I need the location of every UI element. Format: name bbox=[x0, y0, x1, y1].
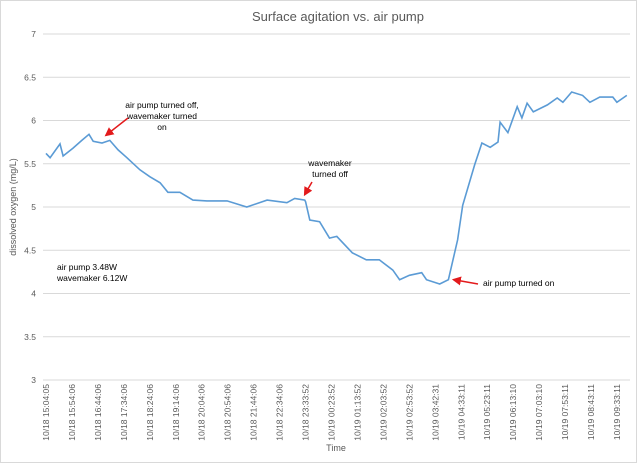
y-tick-label: 6 bbox=[31, 116, 36, 126]
x-tick-label: 10/18 20:04:06 bbox=[197, 384, 207, 441]
x-tick-label: 10/18 22:34:06 bbox=[275, 384, 285, 441]
annotation-arrow bbox=[104, 117, 129, 137]
x-tick-label: 10/19 02:03:52 bbox=[378, 384, 388, 441]
y-tick-label: 7 bbox=[31, 29, 36, 39]
x-tick-label: 10/18 23:33:52 bbox=[301, 384, 311, 441]
x-tick-label: 10/18 16:44:06 bbox=[93, 384, 103, 441]
y-tick-label: 5 bbox=[31, 202, 36, 212]
x-tick-label: 10/19 09:33:11 bbox=[612, 384, 622, 440]
x-tick-label: 10/19 03:42:31 bbox=[430, 384, 440, 441]
annotation-text: wavemaker turned bbox=[126, 111, 197, 121]
x-tick-label: 10/19 01:13:52 bbox=[352, 384, 362, 441]
x-tick-label: 10/19 08:43:11 bbox=[586, 384, 596, 440]
x-tick-label: 10/19 07:53:11 bbox=[560, 384, 570, 440]
annotation-text: air pump turned off, bbox=[125, 100, 199, 110]
x-tick-label: 10/18 21:44:06 bbox=[249, 384, 259, 441]
chart-title: Surface agitation vs. air pump bbox=[252, 9, 424, 24]
y-axis-title: dissolved oxygen (mg/L) bbox=[8, 158, 18, 256]
series-line bbox=[45, 91, 628, 285]
x-tick-label: 10/18 17:34:06 bbox=[119, 384, 129, 441]
x-tick-label: 10/19 07:03:10 bbox=[534, 384, 544, 441]
y-tick-label: 5.5 bbox=[24, 159, 36, 169]
y-tick-label: 3 bbox=[31, 375, 36, 385]
x-tick-label: 10/18 15:04:05 bbox=[41, 384, 51, 441]
y-tick-label: 4 bbox=[31, 289, 36, 299]
x-tick-label: 10/19 05:23:11 bbox=[482, 384, 492, 440]
x-tick-label: 10/18 18:24:06 bbox=[145, 384, 155, 441]
annotation-text: turned off bbox=[312, 169, 348, 179]
y-tick-label: 3.5 bbox=[24, 332, 36, 342]
annotation-text: wavemaker 6.12W bbox=[56, 273, 127, 283]
annotation-arrow bbox=[451, 276, 479, 286]
y-tick-label: 6.5 bbox=[24, 72, 36, 82]
annotation-text: wavemaker bbox=[307, 158, 352, 168]
x-tick-label: 10/19 02:53:52 bbox=[404, 384, 414, 441]
annotation-text: on bbox=[157, 122, 167, 132]
annotation-arrow bbox=[303, 181, 313, 197]
x-tick-label: 10/19 06:13:10 bbox=[508, 384, 518, 441]
x-axis-title: Time bbox=[326, 443, 346, 453]
x-tick-label: 10/18 20:54:06 bbox=[223, 384, 233, 441]
x-tick-label: 10/18 19:14:06 bbox=[171, 384, 181, 441]
annotation-text: air pump 3.48W bbox=[57, 262, 117, 272]
y-tick-label: 4.5 bbox=[24, 245, 36, 255]
x-tick-label: 10/19 00:23:52 bbox=[327, 384, 337, 441]
x-tick-label: 10/18 15:54:06 bbox=[67, 384, 77, 441]
x-tick-label: 10/19 04:33:11 bbox=[456, 384, 466, 440]
annotation-text: air pump turned on bbox=[483, 278, 555, 288]
